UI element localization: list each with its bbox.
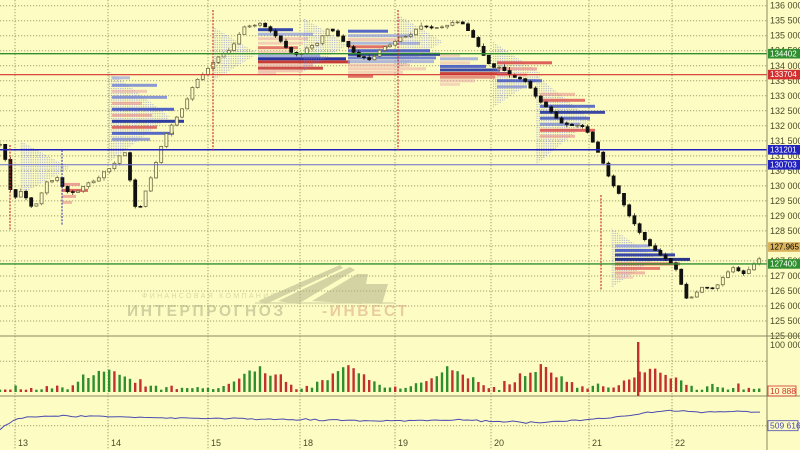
svg-text:131 500: 131 500	[770, 136, 800, 146]
svg-text:18: 18	[303, 438, 313, 448]
svg-text:20: 20	[494, 438, 504, 448]
svg-text:125 500: 125 500	[770, 316, 800, 326]
svg-text:15: 15	[211, 438, 221, 448]
svg-text:13: 13	[18, 438, 28, 448]
svg-text:128 500: 128 500	[770, 226, 800, 236]
svg-text:127400: 127400	[770, 260, 797, 269]
svg-text:ФИНАНСОВАЯ КОМПАНИЯ: ФИНАНСОВАЯ КОМПАНИЯ	[142, 291, 278, 300]
svg-text:19: 19	[398, 438, 408, 448]
svg-text:136 000: 136 000	[770, 1, 800, 11]
svg-text:126 000: 126 000	[770, 301, 800, 311]
svg-text:135 500: 135 500	[770, 16, 800, 26]
svg-text:509 616: 509 616	[770, 421, 800, 431]
svg-text:133 000: 133 000	[770, 91, 800, 101]
svg-text:-ИНВЕСТ: -ИНВЕСТ	[322, 303, 410, 320]
svg-text:127 000: 127 000	[770, 271, 800, 281]
svg-text:132 500: 132 500	[770, 106, 800, 116]
svg-text:21: 21	[592, 438, 602, 448]
svg-text:131201: 131201	[770, 145, 797, 154]
svg-text:129 500: 129 500	[770, 196, 800, 206]
svg-text:10 888: 10 888	[770, 386, 796, 396]
svg-text:ИНТЕРПРОГНОЗ: ИНТЕРПРОГНОЗ	[127, 303, 286, 320]
svg-text:129 000: 129 000	[770, 211, 800, 221]
svg-text:130 000: 130 000	[770, 181, 800, 191]
svg-text:133704: 133704	[770, 70, 797, 79]
svg-text:134402: 134402	[770, 49, 797, 58]
svg-text:22: 22	[675, 438, 685, 448]
svg-text:100 000: 100 000	[770, 340, 800, 350]
svg-text:14: 14	[111, 438, 121, 448]
svg-text:126 500: 126 500	[770, 286, 800, 296]
svg-text:127.965: 127.965	[770, 243, 799, 252]
svg-text:130703: 130703	[770, 160, 797, 169]
svg-text:132 000: 132 000	[770, 121, 800, 131]
svg-text:135 000: 135 000	[770, 31, 800, 41]
